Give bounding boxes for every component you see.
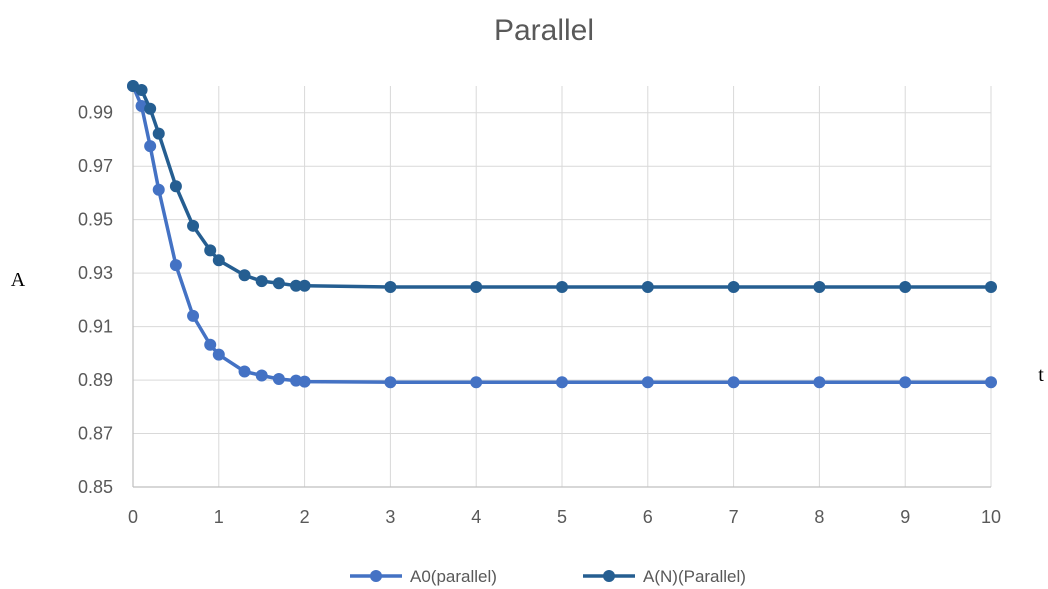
data-point (470, 281, 483, 294)
data-point (212, 348, 225, 361)
legend-item: A0(parallel) (350, 567, 497, 586)
y-axis-label: A (11, 269, 26, 291)
data-point (152, 183, 165, 196)
y-tick-label: 0.99 (78, 103, 113, 123)
series-group (127, 80, 997, 389)
data-point (641, 281, 654, 294)
data-point (255, 369, 268, 382)
data-point (556, 376, 568, 389)
series-2 (127, 80, 997, 294)
data-point (169, 180, 182, 193)
data-point (985, 376, 997, 389)
y-tick-label: 0.87 (78, 424, 113, 444)
data-point (144, 102, 157, 115)
data-point (204, 338, 217, 351)
data-point (238, 365, 251, 378)
data-point (144, 140, 157, 153)
data-point (813, 281, 826, 294)
x-tick-label: 7 (729, 507, 739, 527)
legend-point-marker (603, 570, 615, 582)
x-tick-label: 1 (214, 507, 224, 527)
x-tick-label: 4 (471, 507, 481, 527)
data-point (212, 254, 225, 267)
legend-label: A(N)(Parallel) (643, 567, 746, 586)
data-point (985, 281, 997, 294)
data-point (727, 376, 740, 389)
data-point (641, 376, 654, 389)
legend-item: A(N)(Parallel) (583, 567, 746, 586)
data-point (384, 376, 397, 389)
data-point (135, 84, 148, 97)
x-tick-label: 2 (300, 507, 310, 527)
data-point (187, 309, 200, 322)
data-point (238, 269, 251, 282)
x-axis-label: t (1038, 364, 1044, 386)
data-point (204, 244, 217, 257)
legend: A0(parallel) A(N)(Parallel) (350, 567, 746, 586)
y-tick-label: 0.91 (78, 317, 113, 337)
data-point (727, 281, 740, 294)
legend-label: A0(parallel) (410, 567, 497, 586)
data-point (290, 279, 303, 292)
data-point (298, 375, 311, 388)
x-tick-label: 5 (557, 507, 567, 527)
x-tick-label: 6 (643, 507, 653, 527)
data-point (169, 259, 182, 272)
data-point (152, 127, 165, 140)
axes: 0.85 0.87 0.89 0.91 0.93 0.95 0.97 0.99 0 1 2 3 4 5 6 7… (78, 86, 1001, 527)
data-point (272, 277, 285, 290)
y-tick-label: 0.95 (78, 210, 113, 230)
y-tick-label: 0.97 (78, 156, 113, 176)
x-tick-label: 3 (385, 507, 395, 527)
data-point (272, 372, 285, 385)
data-point (470, 376, 483, 389)
data-point (899, 281, 912, 294)
data-point (298, 279, 311, 292)
x-tick-label: 0 (128, 507, 138, 527)
data-point (899, 376, 912, 389)
x-tick-label: 8 (814, 507, 824, 527)
data-point (255, 275, 268, 288)
data-point (384, 281, 397, 294)
x-tick-label: 9 (900, 507, 910, 527)
y-tick-label: 0.93 (78, 263, 113, 283)
data-point (813, 376, 826, 389)
chart-title: Parallel (494, 14, 594, 47)
legend-point-marker (370, 570, 382, 582)
data-point (556, 281, 568, 294)
y-tick-label: 0.85 (78, 477, 113, 497)
x-tick-label: 10 (981, 507, 1001, 527)
y-tick-label: 0.89 (78, 370, 113, 390)
data-point (187, 219, 200, 232)
